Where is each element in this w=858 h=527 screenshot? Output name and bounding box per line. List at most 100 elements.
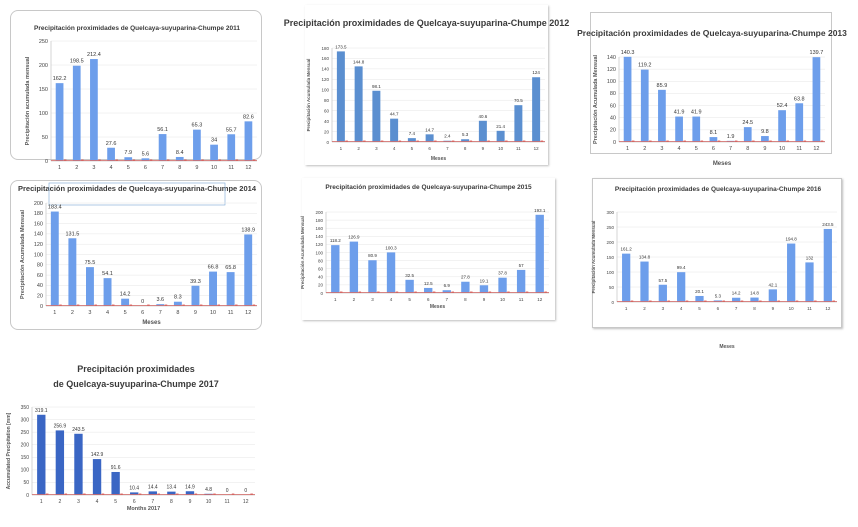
- bar: [692, 116, 701, 142]
- bar: [479, 285, 489, 293]
- data-label: 85.9: [657, 83, 668, 89]
- y-tick-label: 350: [21, 405, 30, 411]
- y-axis-label: Precipitación Acumulada Mensual: [20, 210, 26, 300]
- chart-panel[interactable]: Precipitación proximidades de Quelcaya-s…: [591, 178, 842, 350]
- y-tick-label: 160: [321, 56, 329, 61]
- y-tick-label: 160: [315, 226, 323, 231]
- bar: [244, 121, 253, 161]
- y-axis-label: Precipitación Acumulada Mensual: [593, 55, 599, 145]
- data-label: 124: [532, 70, 540, 75]
- y-tick-label: 120: [321, 77, 329, 82]
- y-tick-label: 200: [315, 210, 323, 215]
- chart-svg: Precipitación proximidades de Quelcaya-s…: [577, 28, 847, 167]
- y-tick-label: 200: [606, 240, 614, 245]
- bar: [331, 245, 340, 293]
- data-label: 118.2: [330, 238, 341, 243]
- x-tick-label: 8: [176, 310, 179, 316]
- chart-panel[interactable]: Precipitación proximidades de Quelcaya-s…: [300, 178, 555, 320]
- chart-panel[interactable]: Precipitación proximidades de Quelcaya-s…: [10, 10, 262, 171]
- y-tick-label: 40: [324, 119, 330, 124]
- chart-title: Precipitación proximidades de Quelcaya-s…: [615, 186, 822, 193]
- x-tick-label: 7: [446, 146, 449, 151]
- y-tick-label: 100: [607, 79, 616, 85]
- y-axis-label: Precipitación acumulada mensual: [25, 56, 31, 145]
- bar: [768, 289, 777, 302]
- chart-panel[interactable]: Precipitación proximidades de Quelcaya-s…: [10, 180, 262, 330]
- y-tick-label: 140: [321, 67, 329, 72]
- data-label: 80.9: [368, 253, 377, 258]
- data-label: 19.1: [480, 278, 489, 283]
- chart-panel[interactable]: Precipitación proximidades de Quelcaya-su…: [6, 360, 262, 520]
- bar: [805, 262, 814, 302]
- chart-panel[interactable]: Precipitación proximidades de Quelcaya-s…: [284, 5, 569, 165]
- data-label: 32.5: [405, 273, 414, 278]
- y-tick-label: 60: [318, 267, 324, 272]
- data-label: 5.3: [462, 132, 469, 137]
- data-label: 119.2: [638, 63, 651, 69]
- y-tick-label: 50: [609, 285, 615, 290]
- bar: [812, 57, 821, 142]
- data-label: 34: [211, 138, 217, 144]
- data-label: 37.8: [498, 271, 507, 276]
- x-axis-label: Meses: [142, 320, 161, 326]
- data-label: 6.9: [444, 283, 451, 288]
- x-tick-label: 2: [58, 499, 61, 505]
- y-tick-label: 80: [610, 91, 616, 97]
- data-label: 256.9: [54, 423, 67, 429]
- chart-title: Precipitación proximidades de Quelcaya-s…: [34, 25, 240, 32]
- x-tick-label: 4: [106, 310, 109, 316]
- y-tick-label: 100: [21, 468, 30, 474]
- data-label: 8.4: [176, 150, 184, 156]
- chart-panel[interactable]: Precipitación proximidades de Quelcaya-s…: [577, 12, 847, 167]
- y-tick-label: 0: [45, 159, 48, 165]
- bar: [336, 51, 345, 143]
- bar: [210, 144, 218, 161]
- bar: [173, 301, 182, 306]
- x-tick-label: 11: [228, 310, 234, 316]
- y-tick-label: 250: [21, 430, 30, 436]
- bar: [761, 136, 769, 142]
- title-selection-box[interactable]: [48, 182, 226, 206]
- bar: [227, 134, 236, 161]
- bar: [535, 214, 544, 293]
- x-tick-label: 12: [813, 146, 819, 152]
- data-label: 66.8: [208, 265, 219, 271]
- y-tick-label: 0: [326, 140, 329, 145]
- data-label: 7.9: [124, 150, 132, 156]
- y-tick-label: 200: [34, 201, 43, 207]
- x-tick-label: 10: [500, 297, 506, 302]
- data-label: 65.8: [225, 265, 236, 271]
- x-tick-label: 1: [334, 297, 337, 302]
- chart-title: Precipitación proximidades de Quelcaya-s…: [577, 28, 847, 38]
- data-label: 8.1: [710, 130, 718, 136]
- x-tick-label: 11: [228, 165, 234, 171]
- bar: [130, 492, 139, 495]
- x-tick-label: 3: [77, 499, 80, 505]
- y-tick-label: 60: [37, 273, 43, 279]
- x-tick-label: 10: [211, 165, 217, 171]
- y-tick-label: 200: [21, 443, 30, 449]
- bar: [622, 253, 631, 302]
- x-tick-label: 3: [375, 146, 378, 151]
- x-tick-label: 12: [245, 165, 251, 171]
- data-label: 2.4: [444, 134, 451, 139]
- x-tick-label: 4: [110, 165, 113, 171]
- chart-title: de Quelcaya-suyuparina-Chumpe 2017: [53, 379, 219, 389]
- x-tick-label: 1: [626, 146, 629, 152]
- bar: [193, 129, 201, 161]
- x-tick-label: 7: [729, 146, 732, 152]
- bar: [68, 238, 77, 306]
- bar: [424, 287, 433, 293]
- bar: [442, 290, 451, 293]
- bar: [148, 491, 157, 495]
- y-tick-label: 0: [26, 493, 29, 499]
- bar: [407, 138, 416, 142]
- y-tick-label: 140: [315, 234, 323, 239]
- x-tick-label: 3: [92, 165, 95, 171]
- x-axis-label: Meses: [719, 344, 735, 350]
- y-axis-label: Accumulated Precipitation [mm]: [6, 412, 12, 489]
- bar: [141, 158, 150, 161]
- data-label: 27.8: [461, 275, 470, 280]
- x-tick-label: 12: [825, 306, 831, 311]
- data-label: 5.3: [715, 293, 722, 298]
